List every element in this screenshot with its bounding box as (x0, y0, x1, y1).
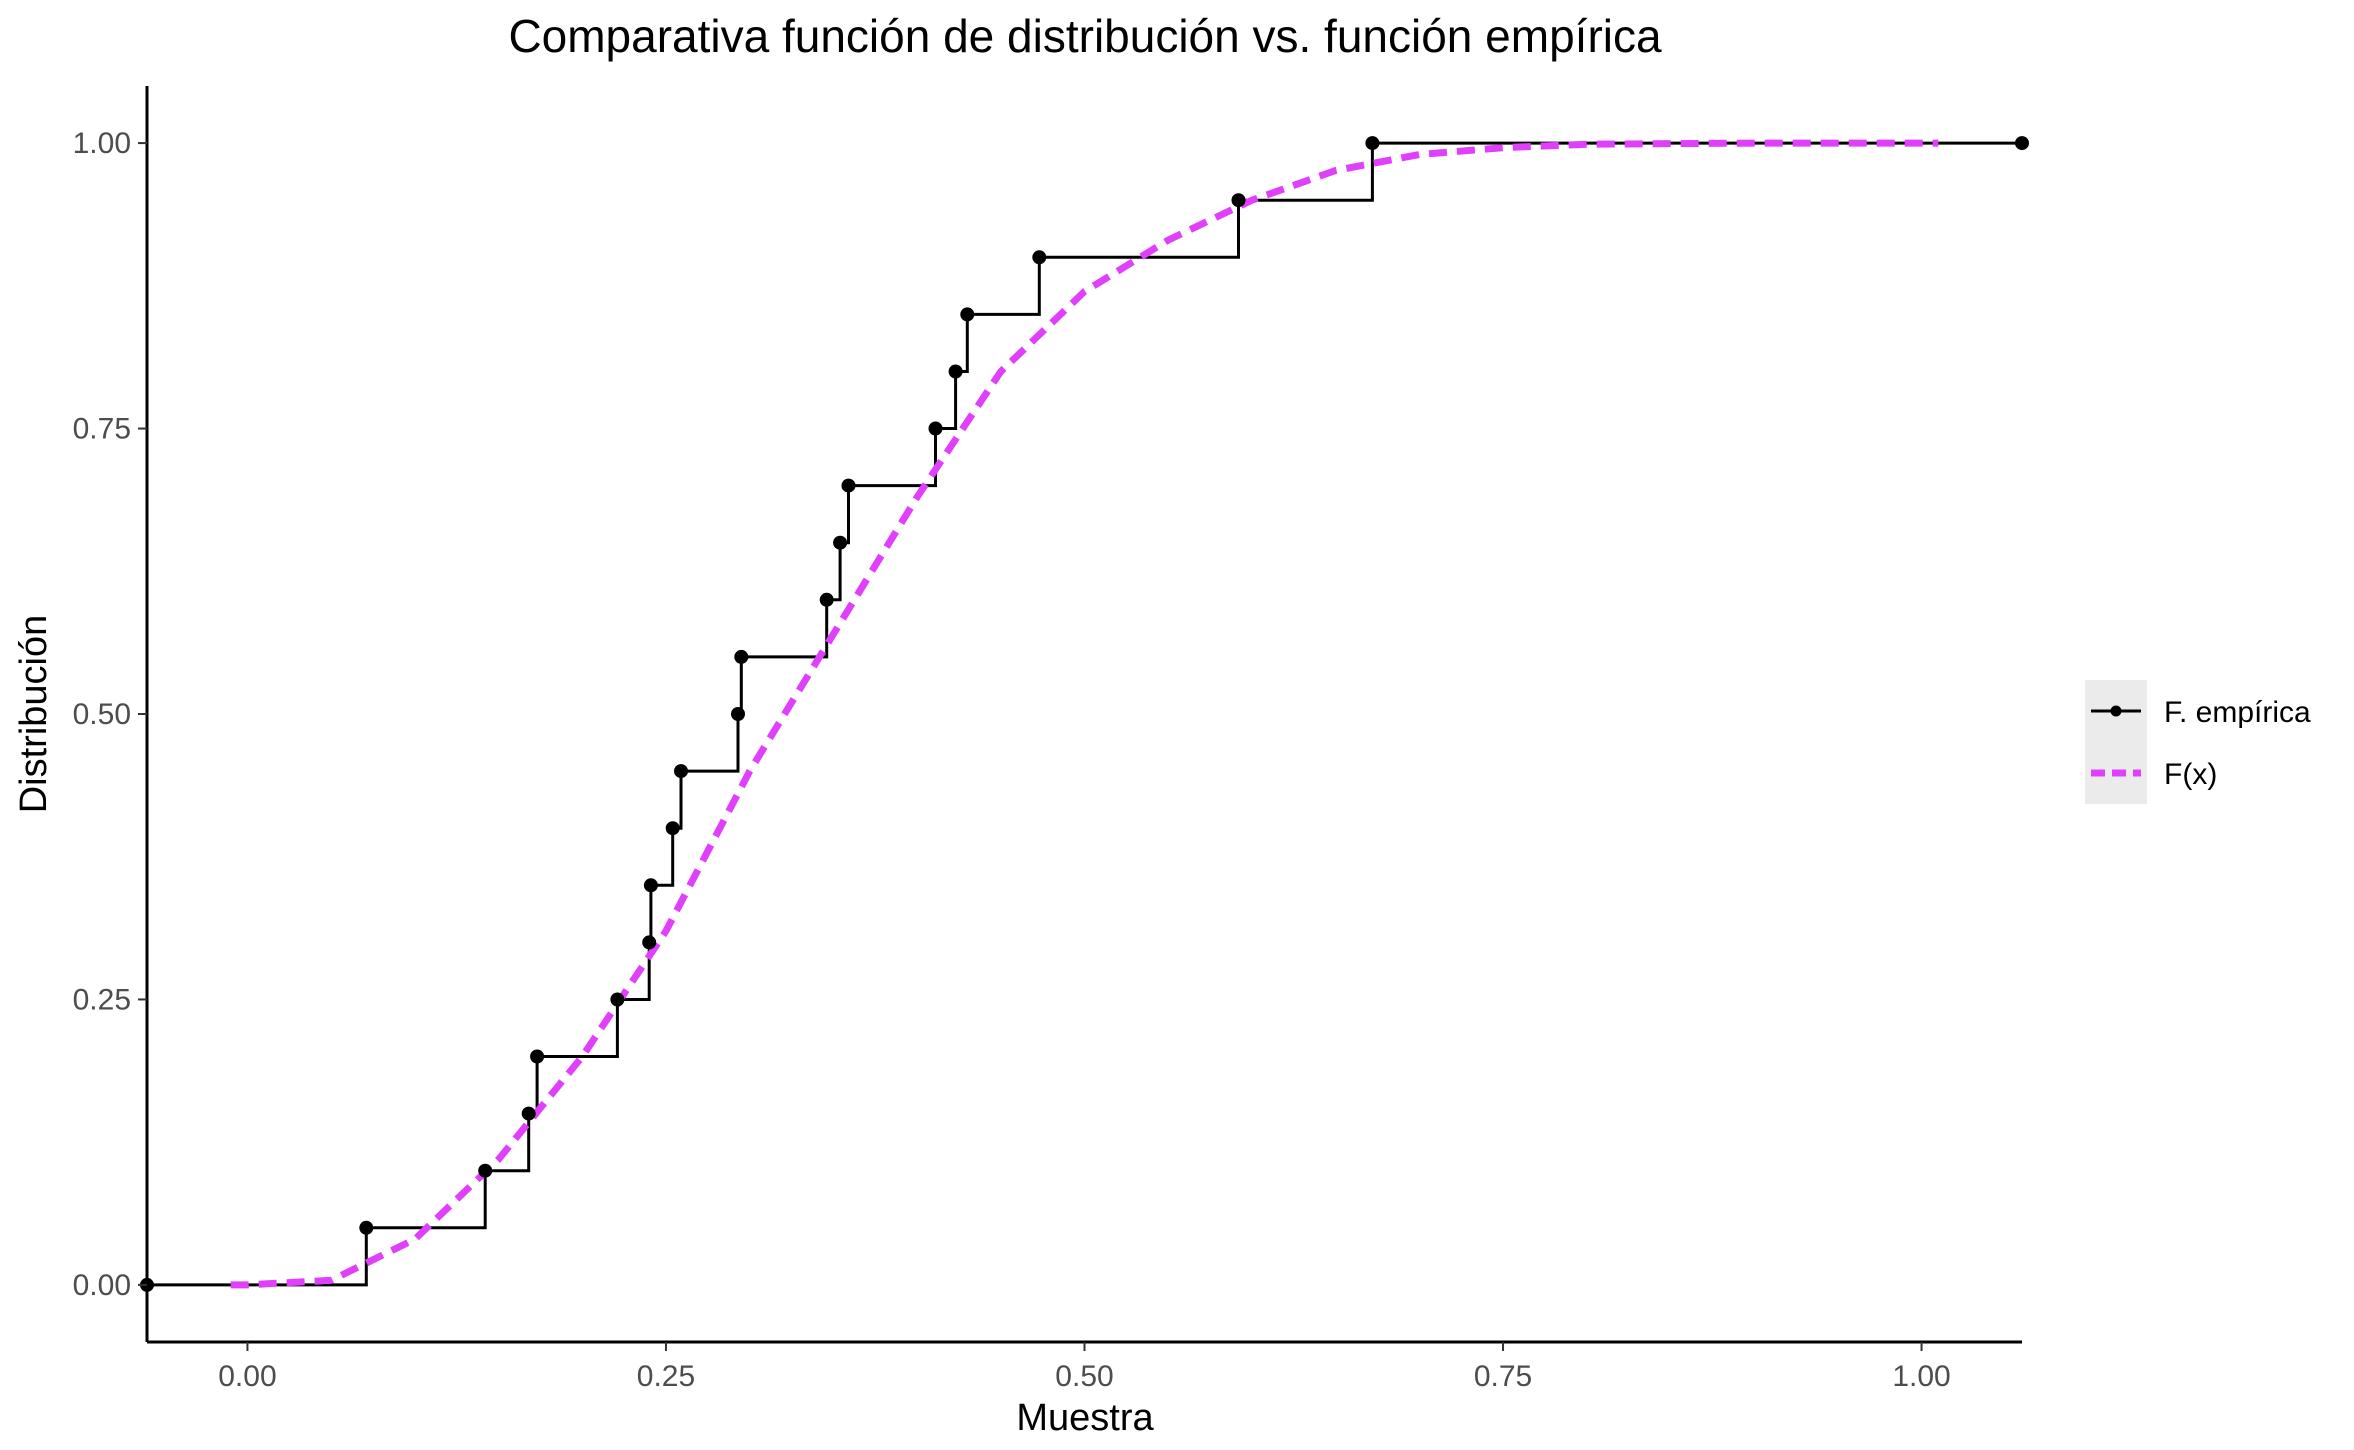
empirical-point (643, 878, 658, 893)
empirical-point (674, 764, 688, 779)
empirical-point (1231, 193, 1246, 208)
x-ticks: 0.00 0.25 0.50 0.75 1.00 (218, 1342, 1951, 1393)
empirical-point (610, 992, 625, 1007)
x-tick-label: 1.00 (1892, 1360, 1950, 1393)
empirical-point (948, 364, 963, 379)
empirical-step-line (147, 141, 2022, 1287)
empirical-point (734, 649, 749, 664)
y-tick-label: 0.50 (73, 698, 131, 731)
legend-key-point-empirica (2110, 705, 2122, 717)
y-tick-label: 0.75 (73, 413, 131, 446)
empirical-point (1032, 250, 1047, 265)
y-ticks: 0.00 0.25 0.50 0.75 1.00 (73, 127, 147, 1302)
empirical-point (960, 307, 975, 322)
x-tick-label: 0.75 (1474, 1360, 1532, 1393)
y-tick-label: 1.00 (73, 127, 131, 160)
x-tick-label: 0.00 (218, 1360, 276, 1393)
x-tick-label: 0.50 (1055, 1360, 1113, 1393)
x-tick-label: 0.25 (637, 1360, 695, 1393)
empirical-point (833, 535, 848, 550)
empirical-point (642, 935, 657, 950)
empirical-point (478, 1163, 493, 1178)
y-axis-title: Distribución (13, 615, 55, 814)
theoretical-cdf-line (230, 139, 1939, 1289)
empirical-point (1365, 136, 1380, 151)
y-tick-label: 0.00 (73, 1269, 131, 1302)
empirical-point (928, 421, 943, 436)
legend: F. empírica F(x) (2085, 680, 2311, 804)
legend-label-fx: F(x) (2164, 758, 2217, 791)
legend-label-empirica: F. empírica (2164, 696, 2311, 729)
empirical-point (665, 821, 680, 836)
x-axis-title: Muestra (1016, 1397, 1154, 1439)
empirical-point (521, 1106, 536, 1121)
empirical-point (2015, 136, 2029, 151)
empirical-point (841, 478, 856, 493)
empirical-point (359, 1220, 374, 1235)
empirical-point (819, 592, 834, 607)
empirical-point (731, 707, 745, 721)
chart-title: Comparativa función de distribución vs. … (508, 10, 1662, 62)
plot-area (140, 136, 2029, 1292)
y-tick-label: 0.25 (73, 983, 131, 1016)
empirical-point (530, 1049, 545, 1064)
